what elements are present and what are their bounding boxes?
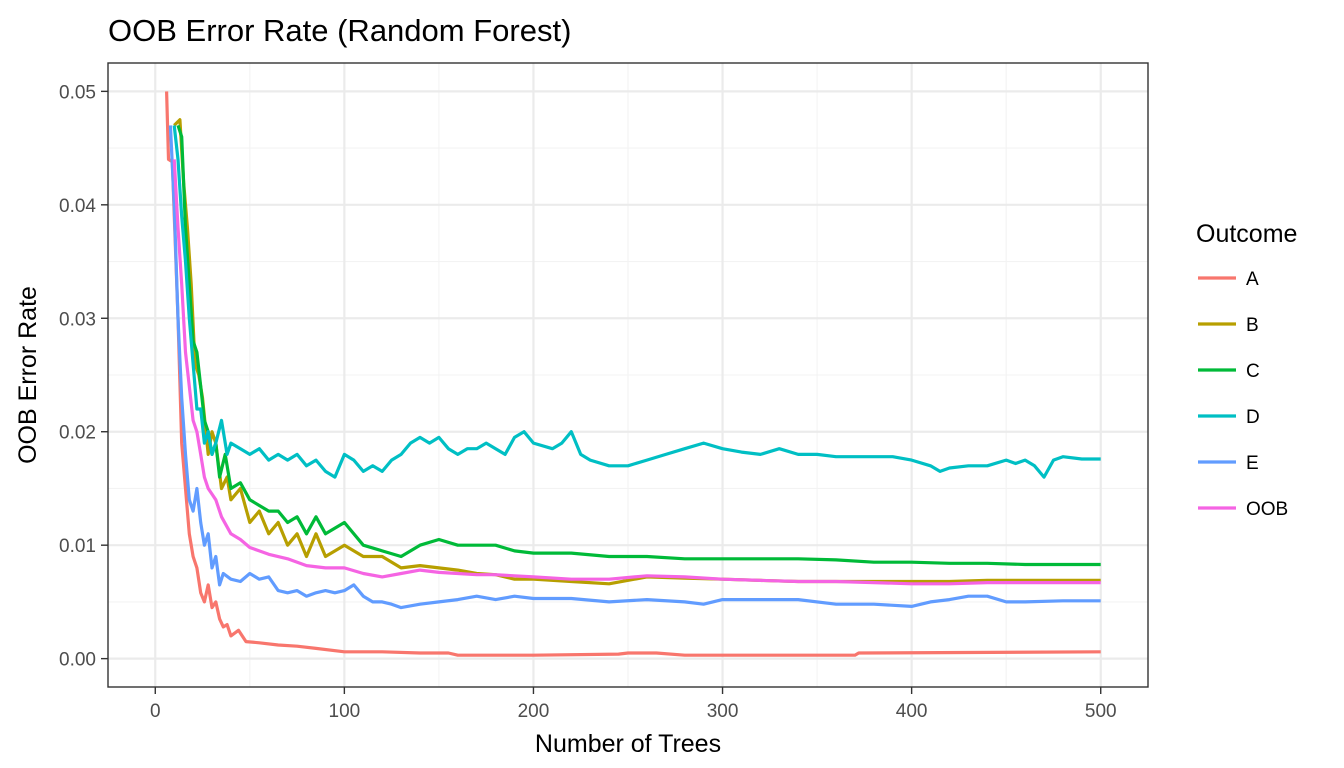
legend-label-d: D xyxy=(1246,407,1260,428)
y-axis-title: OOB Error Rate xyxy=(14,286,42,464)
x-tick-label: 300 xyxy=(707,701,739,722)
y-tick-label: 0.00 xyxy=(59,650,96,671)
x-tick-label: 0 xyxy=(150,701,161,722)
series-line-e xyxy=(168,125,1101,610)
legend-label-a: A xyxy=(1246,269,1259,290)
plot-panel xyxy=(107,62,1149,688)
legend-label-c: C xyxy=(1246,361,1260,382)
x-axis-title: Number of Trees xyxy=(535,730,721,758)
x-tick-label: 200 xyxy=(518,701,550,722)
x-tick-label: 500 xyxy=(1085,701,1117,722)
y-axis: 0.00 0.01 0.02 0.03 0.04 0.05 xyxy=(59,82,108,671)
major-gridlines xyxy=(108,63,1148,687)
y-tick-label: 0.05 xyxy=(59,82,96,103)
legend-label-b: B xyxy=(1246,315,1259,336)
legend-items: A B C D E OOB xyxy=(1198,269,1288,520)
series-line-d xyxy=(172,125,1101,479)
y-tick-label: 0.02 xyxy=(59,423,96,444)
x-tick-label: 100 xyxy=(329,701,361,722)
chart-title: OOB Error Rate (Random Forest) xyxy=(108,13,571,48)
series-line-a xyxy=(165,91,1101,657)
x-tick-label: 400 xyxy=(896,701,928,722)
legend-label-oob: OOB xyxy=(1246,499,1288,520)
legend: Outcome A B C D E OOB xyxy=(1196,220,1297,520)
y-tick-label: 0.04 xyxy=(59,196,96,217)
series-lines xyxy=(165,91,1101,657)
y-tick-label: 0.03 xyxy=(59,309,96,330)
legend-title: Outcome xyxy=(1196,220,1297,248)
y-tick-label: 0.01 xyxy=(59,536,96,557)
panel-border xyxy=(107,62,1149,688)
series-line-oob xyxy=(172,159,1101,586)
x-axis: 0 100 200 300 400 500 xyxy=(150,687,1117,722)
legend-label-e: E xyxy=(1246,453,1259,474)
